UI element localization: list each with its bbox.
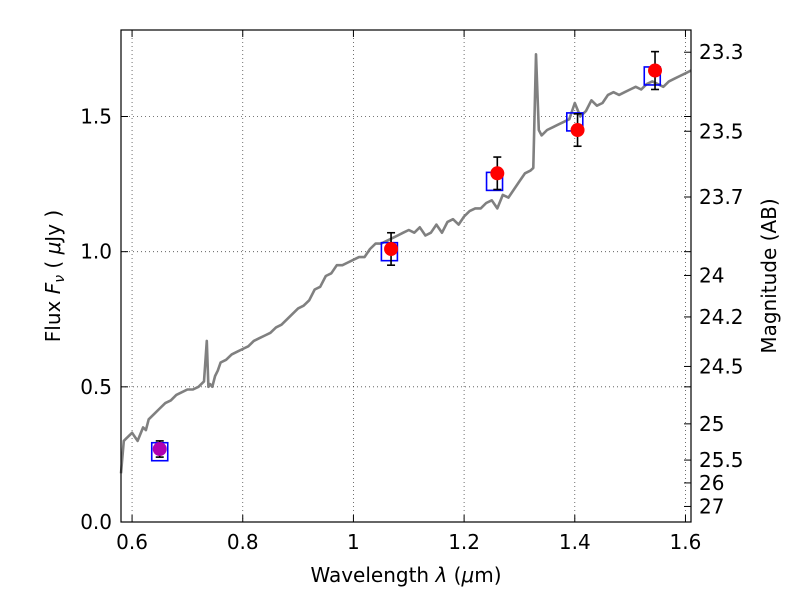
mag-tick-label: 26 [699,471,724,495]
spectrum-line [119,53,692,474]
observed-photometry-point [648,63,663,78]
mag-tick-label: 23.5 [699,119,744,143]
observed-photometry-point [152,442,167,457]
x-tick-label: 1.6 [670,530,702,554]
x-tick-label: 0.6 [116,530,148,554]
tick-layer: 0.6 0.8 1 1.2 1.4 1.6 0.0 0.5 1.0 1.5 23.3 23.5 23.7… [80,30,744,554]
x-tick-label: 0.8 [227,530,259,554]
x-tick-label: 1 [347,530,360,554]
mag-tick-label: 23.7 [699,185,744,209]
mag-tick-label: 25.5 [699,448,744,472]
x-tick-label: 1.4 [559,530,591,554]
y-axis-label: Flux Fν ( μJy ) [41,210,68,342]
y2-axis-label: Magnitude (AB) [757,198,781,353]
plot-frame [120,29,692,523]
y-tick-label: 1.5 [80,105,112,129]
mag-tick-label: 24.2 [699,305,744,329]
observed-photometry-point [384,241,399,256]
observed-photometry-point [570,123,585,138]
mag-tick-label: 24 [699,263,724,287]
mag-tick-label: 25 [699,412,724,436]
observed-photometry-point [490,166,505,181]
mag-tick-label: 23.3 [699,40,744,64]
y-tick-label: 0.5 [80,375,112,399]
y-tick-label: 0.0 [80,510,112,534]
spectrum-layer [119,53,692,474]
mag-tick-label: 24.5 [699,354,744,378]
x-tick-label: 1.2 [448,530,480,554]
mag-tick-label: 27 [699,494,724,518]
y-tick-label: 1.0 [80,240,112,264]
points-layer [150,50,663,462]
x-axis-label: Wavelength λ (μm) [310,563,501,587]
gridlines [121,30,691,523]
